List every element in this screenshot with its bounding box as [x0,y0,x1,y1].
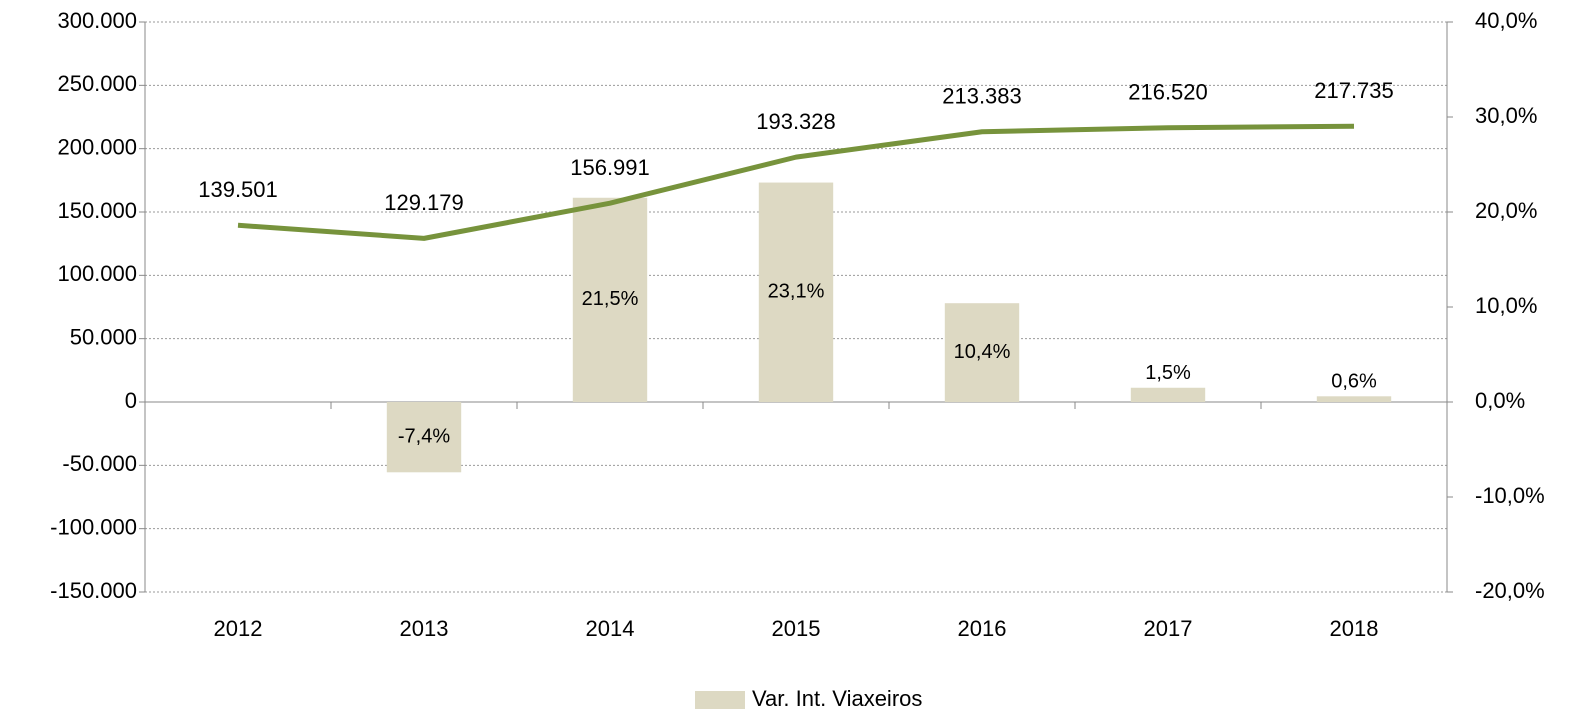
y-tick-label: 300.000 [57,8,137,33]
bar [572,197,648,402]
bar-label: -7,4% [398,425,450,447]
line-label: 216.520 [1128,80,1208,105]
y2-tick-label: 40,0% [1475,8,1537,33]
bar-label: 0,6% [1331,371,1377,393]
bar-label: 1,5% [1145,362,1191,384]
y-tick-label: 50.000 [70,324,137,349]
y2-tick-label: -20,0% [1475,578,1545,603]
x-tick-label: 2016 [958,616,1007,641]
y-tick-label: 250.000 [57,71,137,96]
y-tick-label: -150.000 [50,578,137,603]
line-label: 217.735 [1314,78,1394,103]
line-label: 129.179 [384,190,464,215]
y2-tick-label: 0,0% [1475,388,1525,413]
y2-tick-label: 10,0% [1475,293,1537,318]
y-tick-label: 150.000 [57,198,137,223]
bar [1316,396,1392,402]
line-label: 193.328 [756,109,836,134]
y2-tick-label: 30,0% [1475,103,1537,128]
bar [944,303,1020,402]
bar [386,402,462,473]
y2-tick-label: 20,0% [1475,198,1537,223]
y-tick-label: 0 [125,388,137,413]
x-tick-label: 2014 [586,616,635,641]
y-tick-label: 100.000 [57,261,137,286]
line-label: 213.383 [942,84,1022,109]
legend-label: Var. Int. Viaxeiros [752,686,922,711]
x-tick-label: 2018 [1330,616,1379,641]
x-tick-label: 2013 [400,616,449,641]
bar-label: 21,5% [582,288,639,310]
line-label: 139.501 [198,177,278,202]
x-tick-label: 2015 [772,616,821,641]
bar-label: 23,1% [768,281,825,303]
y2-tick-label: -10,0% [1475,483,1545,508]
line [237,123,1355,241]
bar [1130,387,1206,402]
y-tick-label: -50.000 [62,451,137,476]
legend-swatch [695,691,745,709]
line-label: 156.991 [570,155,650,180]
bar-label: 10,4% [954,341,1011,363]
x-tick-label: 2012 [214,616,263,641]
y-tick-label: 200.000 [57,134,137,159]
x-tick-label: 2017 [1144,616,1193,641]
bar [758,182,834,402]
y-tick-label: -100.000 [50,514,137,539]
